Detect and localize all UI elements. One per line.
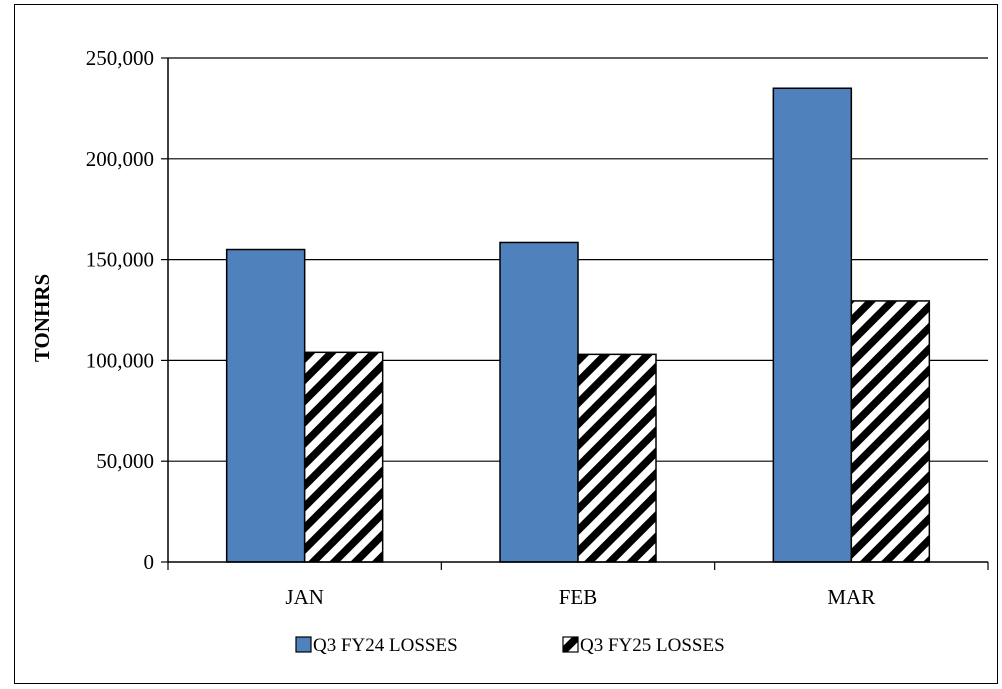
legend-label-1: Q3 FY24 LOSSES (313, 635, 458, 656)
y-tick-label: 200,000 (86, 147, 154, 171)
bar-jan-series-2 (303, 351, 384, 563)
axes (161, 57, 989, 570)
bar-feb-series-2 (577, 353, 657, 563)
y-tick-label: 150,000 (86, 248, 154, 272)
y-tick-label: 250,000 (86, 46, 154, 70)
x-tick-label: MAR (827, 585, 875, 609)
bar-jan-series-1 (225, 248, 306, 563)
bar-feb-series-1 (499, 241, 579, 563)
legend: Q3 FY24 LOSSES Q3 FY25 LOSSES (295, 635, 725, 656)
legend-swatch-2 (562, 636, 579, 653)
bars (225, 87, 931, 563)
y-tick-label: 100,000 (86, 348, 154, 372)
bar-mar-series-1 (772, 87, 853, 563)
y-axis-title: TONHRS (30, 274, 54, 362)
legend-label-2: Q3 FY25 LOSSES (580, 635, 725, 656)
tick-labels: 0 50,000 100,000 150,000 200,000 250,000 JAN FE… (86, 46, 876, 609)
y-tick-label: 50,000 (96, 449, 154, 473)
x-tick-label: JAN (285, 585, 324, 609)
legend-swatch-1 (295, 636, 312, 653)
y-tick-label: 0 (144, 550, 155, 574)
bar-mar-series-2 (850, 300, 931, 563)
x-tick-label: FEB (559, 585, 598, 609)
